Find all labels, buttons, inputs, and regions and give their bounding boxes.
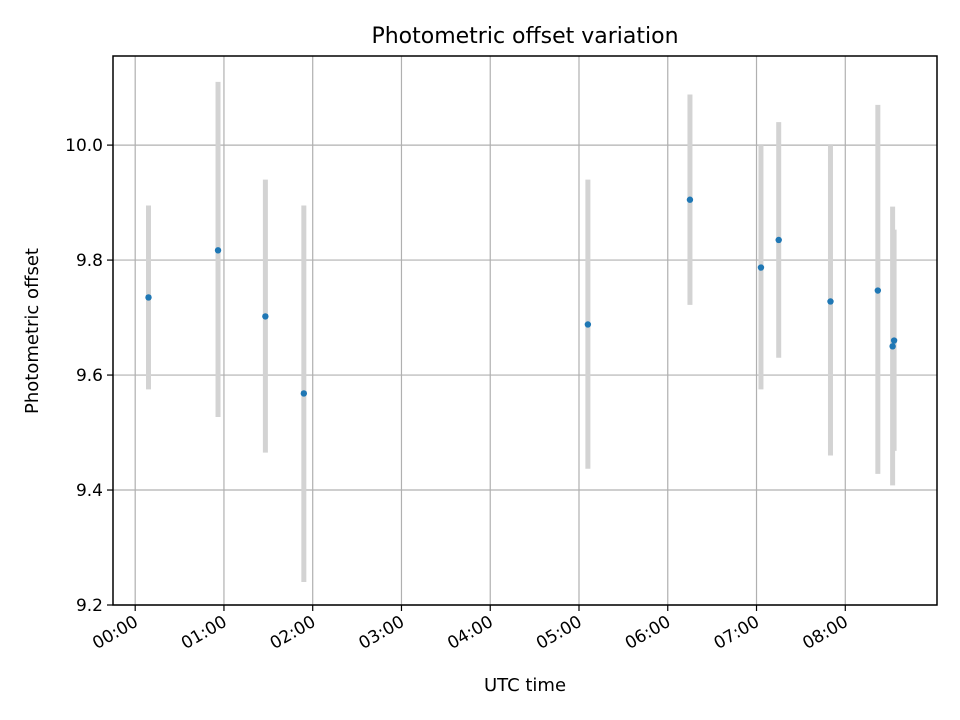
plot-frame (112, 55, 938, 606)
data-point (874, 287, 882, 294)
data-point (145, 294, 152, 301)
grid (113, 56, 937, 606)
y-axis-label: Photometric offset (22, 248, 43, 414)
data-point (890, 337, 898, 344)
data-point (827, 298, 834, 305)
y-tick-label: 9.6 (76, 366, 103, 386)
data-point (757, 264, 765, 271)
data-point (262, 313, 269, 320)
x-axis-label: UTC time (484, 675, 566, 696)
data-point (214, 247, 222, 254)
chart-title: Photometric offset variation (371, 24, 678, 49)
y-axis: 9.2 9.4 9.6 9.8 10.0 (65, 136, 113, 616)
data-point (889, 343, 896, 350)
data-point (775, 236, 782, 244)
data-point (584, 321, 592, 328)
y-tick-label: 9.8 (76, 251, 103, 271)
y-tick-label: 9.2 (76, 596, 103, 616)
data-points (145, 196, 898, 397)
data-point (300, 390, 308, 397)
y-tick-label: 9.4 (76, 481, 103, 501)
y-tick-label: 10.0 (65, 136, 103, 156)
data-point (686, 196, 694, 203)
